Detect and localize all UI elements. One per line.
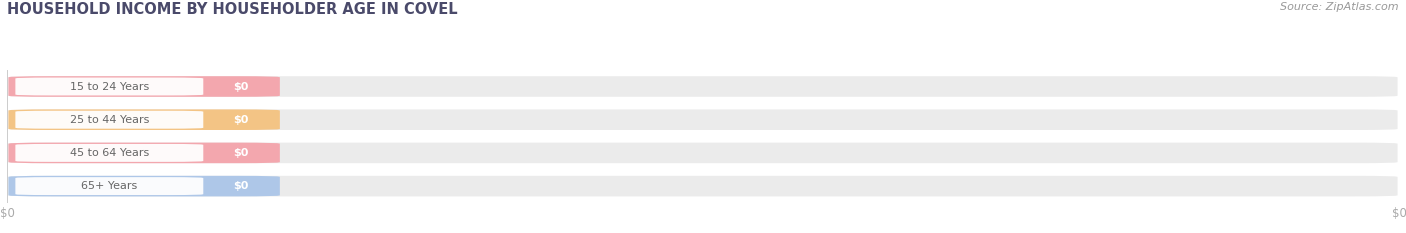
Text: $0: $0	[233, 115, 249, 125]
Text: 15 to 24 Years: 15 to 24 Years	[70, 82, 149, 92]
FancyBboxPatch shape	[15, 111, 204, 129]
Text: Source: ZipAtlas.com: Source: ZipAtlas.com	[1281, 2, 1399, 12]
FancyBboxPatch shape	[8, 176, 1398, 196]
FancyBboxPatch shape	[8, 76, 280, 97]
FancyBboxPatch shape	[15, 177, 204, 195]
FancyBboxPatch shape	[8, 110, 1398, 130]
Text: 25 to 44 Years: 25 to 44 Years	[70, 115, 149, 125]
FancyBboxPatch shape	[8, 76, 1398, 97]
Text: 45 to 64 Years: 45 to 64 Years	[70, 148, 149, 158]
Text: $0: $0	[233, 148, 249, 158]
Text: HOUSEHOLD INCOME BY HOUSEHOLDER AGE IN COVEL: HOUSEHOLD INCOME BY HOUSEHOLDER AGE IN C…	[7, 2, 458, 17]
FancyBboxPatch shape	[8, 143, 280, 163]
FancyBboxPatch shape	[8, 143, 1398, 163]
Text: 65+ Years: 65+ Years	[82, 181, 138, 191]
FancyBboxPatch shape	[8, 110, 280, 130]
FancyBboxPatch shape	[15, 144, 204, 162]
Text: $0: $0	[233, 181, 249, 191]
FancyBboxPatch shape	[8, 176, 280, 196]
FancyBboxPatch shape	[15, 78, 204, 96]
Text: $0: $0	[233, 82, 249, 92]
